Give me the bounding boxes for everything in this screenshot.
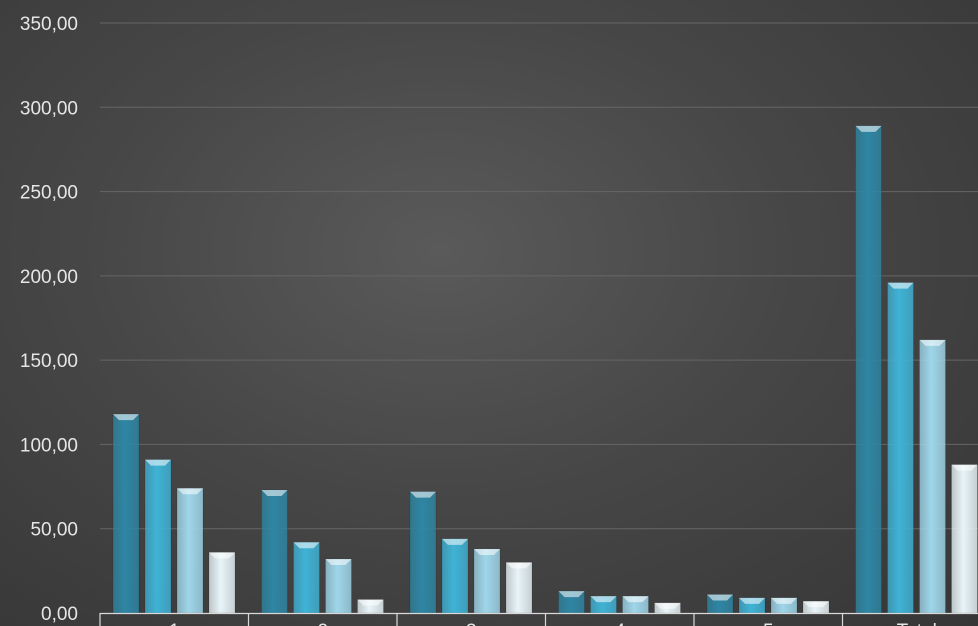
x-tick-label: 5 xyxy=(763,621,774,626)
bar-cap xyxy=(410,491,436,498)
x-tick-label: 2 xyxy=(317,621,328,626)
x-tick-label: 1 xyxy=(169,621,180,626)
bar-cap xyxy=(293,542,320,549)
y-tick-label: 150,00 xyxy=(20,351,78,372)
y-tick-label: 0,00 xyxy=(41,604,78,625)
bar xyxy=(325,558,352,614)
y-tick-label: 200,00 xyxy=(20,267,78,288)
bar xyxy=(505,562,533,614)
bar xyxy=(208,552,236,614)
bar xyxy=(919,339,946,614)
bar-cap xyxy=(506,562,532,569)
bar-cap xyxy=(654,602,681,609)
bar-cap xyxy=(951,464,978,471)
bar-cap xyxy=(177,488,203,495)
gridlines xyxy=(100,22,978,530)
bar xyxy=(176,488,204,614)
bar-cap xyxy=(145,459,171,466)
bar-cap xyxy=(261,489,288,496)
bar xyxy=(441,538,469,614)
x-tick-label: 3 xyxy=(466,621,477,626)
bar-cap xyxy=(707,594,733,601)
bar-cap xyxy=(855,125,882,132)
bar xyxy=(951,464,978,614)
bar xyxy=(112,413,140,614)
bar-cap xyxy=(919,339,946,346)
bar xyxy=(473,548,501,614)
bar xyxy=(409,491,437,614)
bar-cap xyxy=(357,599,384,606)
bar-cap xyxy=(113,414,139,421)
y-tick-label: 50,00 xyxy=(30,520,78,541)
bar-cap xyxy=(474,548,500,555)
bar xyxy=(293,541,320,614)
bar-cap xyxy=(887,282,914,289)
y-tick-label: 100,00 xyxy=(20,435,78,456)
bar xyxy=(887,282,914,614)
x-tick-label: 4 xyxy=(614,621,625,626)
y-tick-label: 250,00 xyxy=(20,183,78,204)
bar xyxy=(261,489,288,614)
bar-cap xyxy=(622,596,649,603)
x-tick-label: Total xyxy=(897,621,937,626)
y-tick-label: 350,00 xyxy=(20,14,78,35)
bar-cap xyxy=(442,538,468,545)
bar-cap xyxy=(739,597,765,604)
bars xyxy=(112,125,978,614)
bar-cap xyxy=(209,552,235,559)
bar-cap xyxy=(590,596,617,603)
bar xyxy=(144,459,172,614)
bar-cap xyxy=(803,601,829,608)
x-axis: 1 2 3 4 5 Total xyxy=(99,612,978,626)
y-axis-ticks: 0,00 50,00 100,00 150,00 200,00 250,00 300,00 3… xyxy=(20,14,78,625)
bar-cap xyxy=(325,559,352,566)
bar xyxy=(855,125,882,614)
bar-cap xyxy=(558,591,585,598)
bar-cap xyxy=(771,597,797,604)
y-tick-label: 300,00 xyxy=(20,98,78,119)
